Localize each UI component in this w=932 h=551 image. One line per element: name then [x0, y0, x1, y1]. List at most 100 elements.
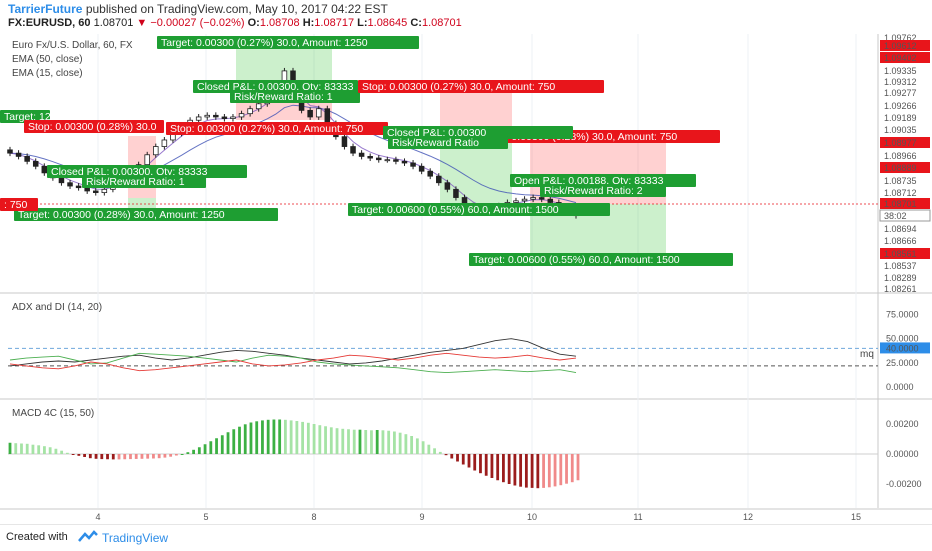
candle-3 — [32, 160, 39, 167]
y-tick-bg-14 — [880, 198, 930, 209]
chart-canvas[interactable]: Target: 0.00300 (0.27%) 30.0, Amount: 12… — [0, 0, 932, 524]
adx-y-tick-4: 0.0000 — [886, 382, 914, 392]
close-value: 1.08701 — [421, 17, 462, 29]
macd-bar-14 — [88, 454, 92, 459]
label-bg-7 — [47, 165, 247, 178]
main-legend-title: Euro Fx/U.S. Dollar, 60, FX — [12, 40, 133, 51]
x-tick-label-6: 12 — [743, 512, 753, 522]
y-tick-bg-9 — [880, 137, 930, 148]
macd-bar-60 — [352, 429, 356, 454]
label-bg-14 — [348, 203, 610, 216]
macd-bar-52 — [306, 422, 310, 454]
candle-36 — [315, 108, 322, 118]
macd-bar-81 — [473, 454, 477, 471]
position-label-3: Stop: 0.00300 (0.27%) 30.0, Amount: 750 — [362, 81, 555, 93]
macd-bar-62 — [364, 430, 368, 454]
y-tick-bg-1 — [880, 40, 930, 51]
profit-zone-3 — [440, 142, 512, 208]
macd-bar-4 — [31, 444, 35, 454]
candle-16 — [144, 154, 150, 166]
macd-y-tick-1: 0.00000 — [886, 449, 919, 459]
candle-41 — [358, 152, 365, 157]
adx-y-tick-2: 40.0000 — [886, 343, 919, 353]
y-tick-label-9: 1.08977 — [884, 138, 917, 148]
y-tick-label-15: 38:02 — [884, 211, 907, 221]
candle-45 — [393, 159, 399, 162]
chart-background — [0, 34, 932, 524]
macd-bar-23 — [140, 454, 144, 459]
position-label-14: Target: 0.00600 (0.55%) 60.0, Amount: 15… — [352, 204, 559, 216]
position-label-6: Stop: 0.00300 (0.27%) 30.0, Amount: 750 — [170, 123, 363, 135]
macd-y-tick-0: 0.00200 — [886, 419, 919, 429]
macd-bar-65 — [381, 430, 385, 454]
macd-bar-9 — [60, 450, 64, 454]
y-tick-label-6: 1.09266 — [884, 101, 917, 111]
y-tick-label-7: 1.09189 — [884, 113, 917, 123]
macd-bar-93 — [542, 454, 545, 488]
x-tick-label-4: 10 — [527, 512, 537, 522]
macd-bar-57 — [335, 428, 339, 454]
y-tick-label-0: 1.09762 — [884, 33, 917, 43]
adx-series-1 — [9, 352, 577, 374]
macd-bar-40 — [238, 426, 241, 454]
macd-bar-59 — [347, 429, 350, 454]
x-tick-label-2: 8 — [311, 512, 316, 522]
y-tick-bg-18 — [880, 248, 930, 259]
y-tick-label-11: 1.08889 — [884, 163, 917, 173]
y-tick-label-12: 1.08735 — [884, 176, 917, 186]
y-tick-label-20: 1.08289 — [884, 273, 917, 283]
position-label-11: Risk/Reward Ratio — [392, 137, 479, 149]
candle-39 — [341, 136, 348, 147]
x-tick-label-3: 9 — [419, 512, 424, 522]
macd-bar-35 — [209, 441, 213, 454]
adx-y-tick-0: 75.0000 — [886, 310, 919, 320]
macd-bar-3 — [25, 443, 29, 454]
candle-44 — [384, 159, 391, 162]
position-label-8: Risk/Reward Ratio: 1 — [86, 176, 185, 188]
candle-7 — [67, 182, 73, 187]
tradingview-brand[interactable]: TradingView — [102, 531, 169, 545]
macd-bar-43 — [255, 421, 259, 454]
candle-42 — [367, 156, 373, 159]
macd-bar-46 — [272, 419, 276, 454]
macd-bar-68 — [398, 432, 402, 454]
label-bg-8 — [82, 175, 206, 188]
y-tick-label-3: 1.09335 — [884, 66, 917, 76]
candle-6 — [58, 177, 65, 184]
macd-bar-15 — [94, 454, 98, 459]
position-label-0: Target: 0.00300 (0.27%) 30.0, Amount: 12… — [161, 37, 368, 49]
last-price: 1.08701 — [93, 17, 134, 29]
macd-bar-85 — [496, 454, 500, 481]
high-value: 1.08717 — [314, 17, 355, 29]
author-link[interactable]: TarrierFuture — [8, 2, 83, 16]
label-bg-1 — [193, 80, 358, 93]
candle-52 — [453, 188, 459, 198]
position-labels: Target: 0.00300 (0.27%) 30.0, Amount: 12… — [0, 36, 733, 266]
adx-y-tick-1: 50.0000 — [886, 334, 919, 344]
created-with-text: Created with — [6, 531, 68, 543]
y-tick-label-8: 1.09035 — [884, 125, 917, 135]
macd-bar-99 — [576, 454, 580, 481]
macd-bar-12 — [77, 454, 81, 456]
macd-bar-47 — [278, 419, 282, 454]
macd-bar-1 — [14, 443, 18, 454]
candle-40 — [350, 146, 356, 154]
x-tick-label-5: 11 — [633, 512, 642, 522]
candle-43 — [375, 157, 382, 161]
macd-bar-28 — [169, 454, 173, 457]
candle-61 — [530, 197, 536, 200]
macd-bar-71 — [415, 438, 419, 454]
macd-bar-6 — [43, 446, 46, 454]
low-value: 1.08645 — [367, 17, 408, 29]
candle-4 — [41, 165, 48, 174]
macd-bar-25 — [152, 454, 155, 459]
macd-bar-2 — [20, 443, 23, 454]
label-bg-4 — [0, 110, 50, 123]
y-tick-label-4: 1.09312 — [884, 77, 917, 87]
macd-bar-42 — [249, 422, 253, 454]
macd-legend: MACD 4C (15, 50) — [12, 408, 94, 419]
candle-48 — [418, 165, 425, 172]
candle-29 — [255, 103, 262, 110]
macd-bar-7 — [48, 447, 52, 454]
